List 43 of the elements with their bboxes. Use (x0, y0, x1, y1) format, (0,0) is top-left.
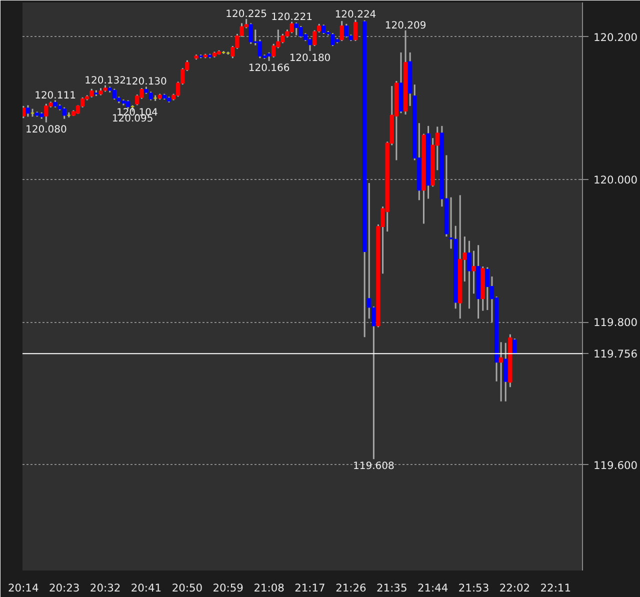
x-tick-label: 20:50 (172, 582, 203, 594)
y-tick-label: 120.200 (594, 30, 638, 44)
candlestick (312, 30, 317, 47)
x-tick-label: 21:44 (417, 582, 448, 594)
annotation: 120.224 (334, 10, 376, 21)
candlestick (498, 341, 504, 402)
annotation: 120.209 (384, 20, 426, 32)
candlestick (22, 105, 26, 119)
x-tick-label: 21:08 (254, 582, 285, 594)
candlestick (308, 37, 312, 52)
annotation: 120.221 (271, 12, 312, 23)
candlestick (353, 18, 358, 42)
x-tick-label: 22:11 (540, 582, 572, 594)
annotation: 120.080 (25, 124, 67, 136)
y-tick-label: 119.600 (594, 458, 638, 472)
candlestick (472, 250, 476, 294)
candlestick (467, 240, 472, 310)
candlestick (340, 20, 344, 42)
annotation: 120.225 (226, 8, 267, 20)
x-tick-label: 22:02 (499, 582, 530, 594)
annotation: 120.095 (112, 114, 154, 125)
annotation: 119.608 (353, 461, 394, 472)
x-tick-label: 20:59 (212, 582, 244, 594)
y-tick-label: 119.800 (594, 316, 638, 330)
ref-line-label: 119.756 (594, 348, 638, 361)
y-tick-label: 120.000 (594, 173, 638, 186)
annotation: 120.111 (34, 90, 76, 102)
x-tick-label: 20:32 (90, 582, 121, 594)
x-tick-label: 21:35 (376, 582, 408, 594)
candlestick (512, 338, 517, 354)
candlestick (258, 38, 262, 59)
x-tick-label: 21:17 (294, 582, 326, 594)
annotation: 120.180 (289, 53, 331, 64)
x-tick-label: 21:53 (458, 582, 490, 594)
annotation: 120.132 (84, 75, 126, 86)
annotation: 120.130 (126, 76, 167, 88)
x-tick-label: 20:23 (48, 582, 80, 594)
x-tick-label: 20:14 (8, 582, 39, 594)
x-tick-label: 20:41 (130, 582, 162, 594)
candlestick (26, 104, 30, 118)
annotation: 120.166 (248, 63, 290, 74)
x-tick-label: 21:26 (336, 582, 367, 594)
candlestick (504, 342, 508, 402)
